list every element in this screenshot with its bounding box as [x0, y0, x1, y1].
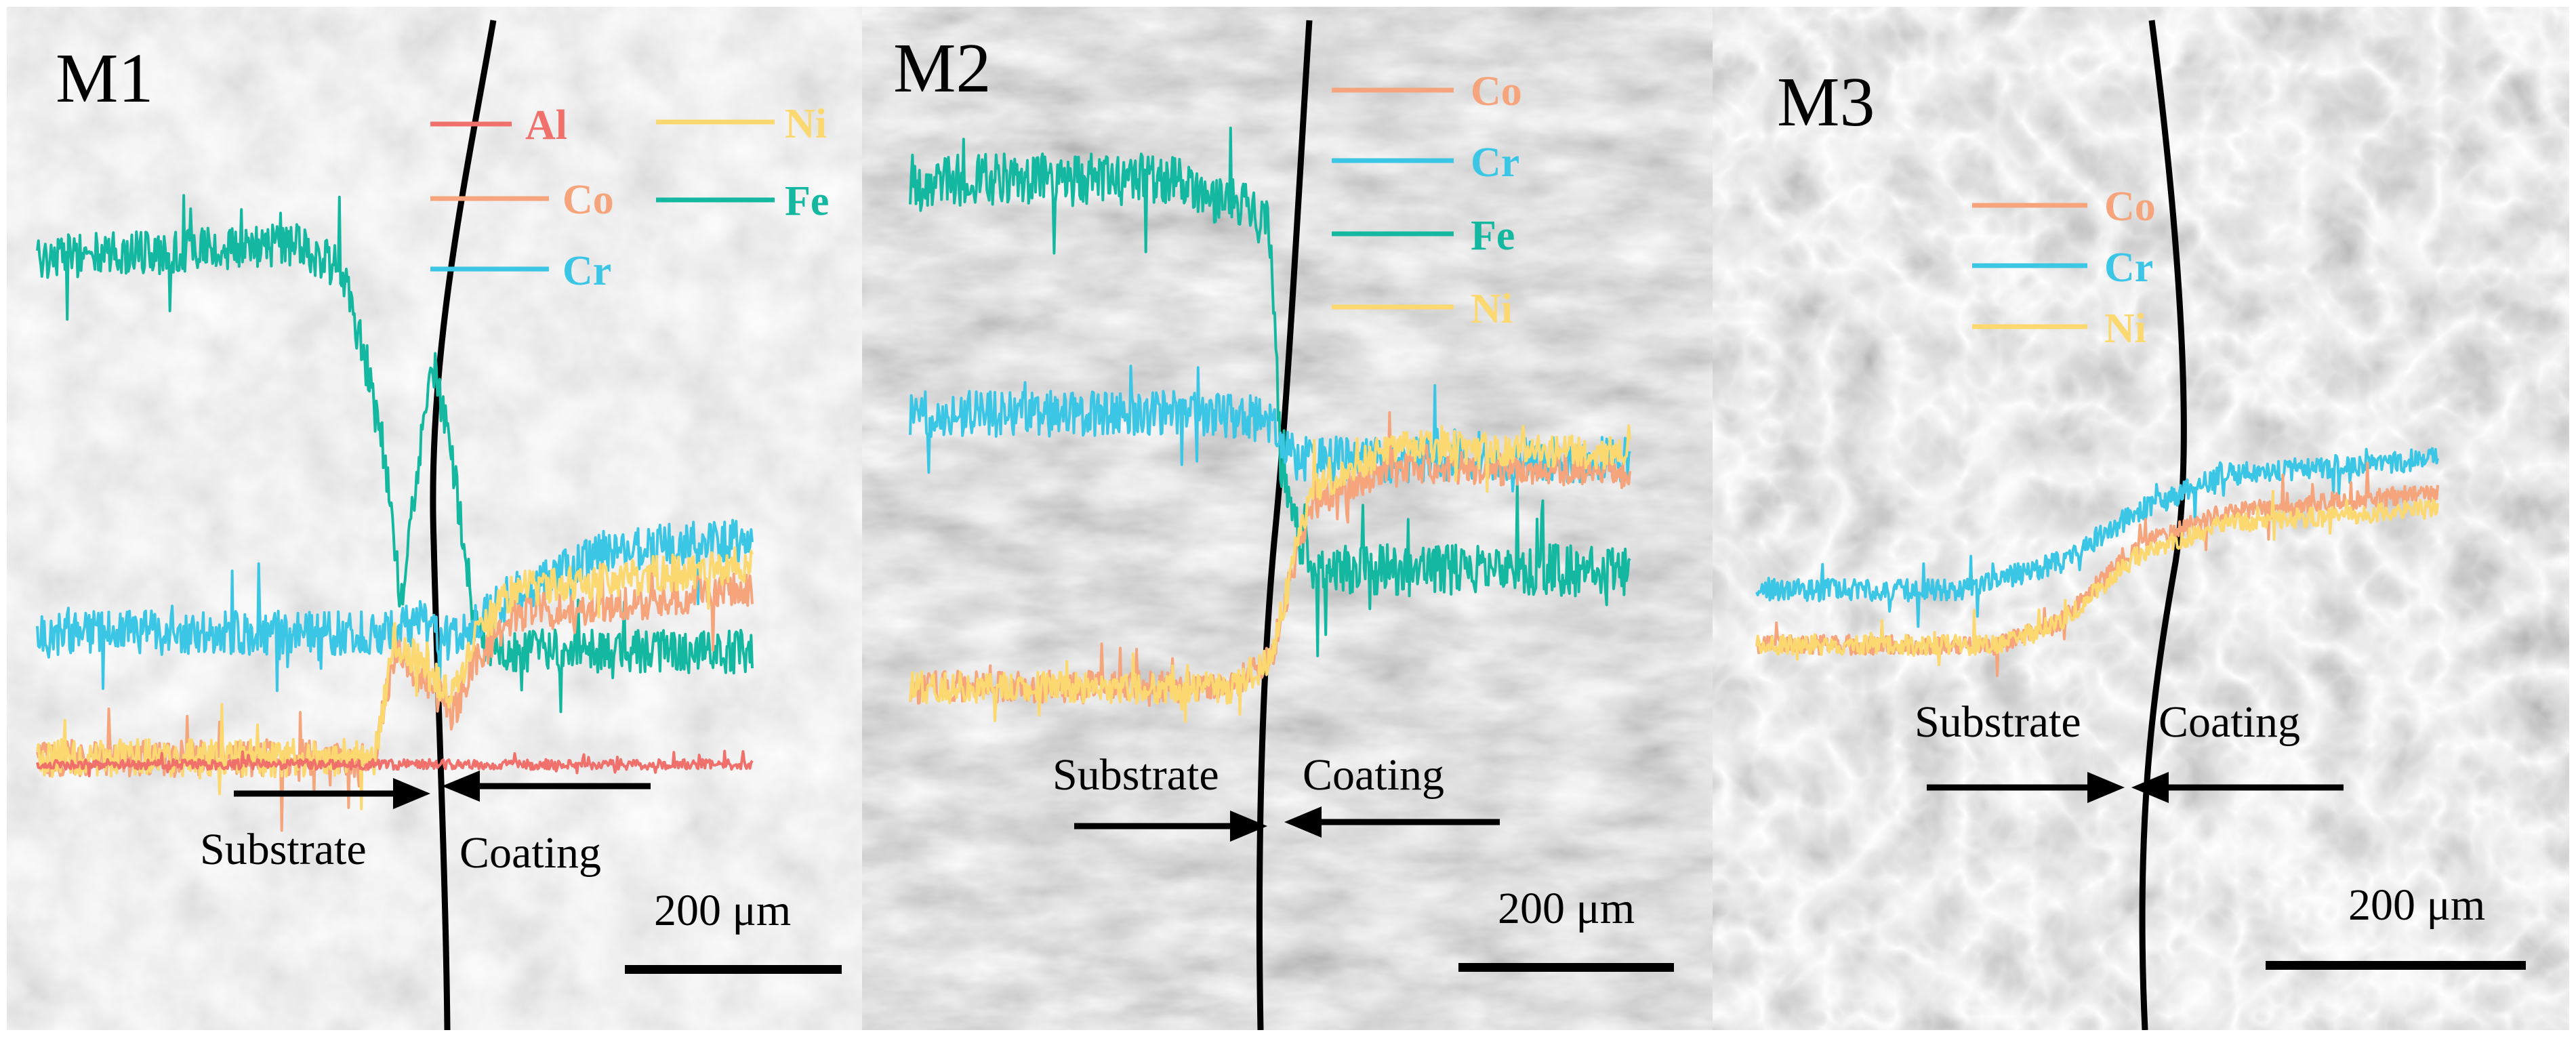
legend-label-cr: Cr: [563, 248, 611, 294]
substrate-label-m3: Substrate: [1915, 697, 2081, 747]
coating-label-m3: Coating: [2159, 697, 2300, 747]
substrate-coating-arrows-m1: [234, 771, 651, 809]
legend-m3: Co Cr Ni: [1972, 184, 2156, 352]
legend-label-co: Co: [563, 177, 614, 223]
scale-bar-m3: [2266, 961, 2526, 970]
scale-bar-m2: [1458, 963, 1674, 972]
scale-bar-label-m2: 200 μm: [1498, 884, 1635, 933]
line-series-cr-m3: [1755, 447, 2439, 628]
legend-label-co: Co: [2104, 184, 2156, 230]
legend-label-co: Co: [1471, 68, 1522, 115]
line-series-al-m1: [36, 750, 754, 777]
legend-label-fe: Fe: [1471, 213, 1515, 259]
substrate-label-m1: Substrate: [200, 825, 367, 874]
scale-bar-m1: [625, 965, 842, 974]
substrate-coating-arrows-m2: [1074, 806, 1500, 842]
interface-line-m1: [430, 20, 497, 1030]
line-series-ni-m2: [909, 424, 1631, 723]
panel-m1: Al Ni Co Fe Cr M1 Substrate Coating 200 …: [7, 7, 862, 1030]
legend-label-cr: Cr: [2104, 245, 2153, 291]
coating-label-m1: Coating: [459, 828, 601, 878]
panel-m2: Co Cr Fe Ni M2 Substrate Coating 200 μm: [862, 7, 1713, 1030]
legend-label-ni: Ni: [1471, 286, 1513, 332]
legend-m2: Co Cr Fe Ni: [1332, 68, 1522, 332]
line-series-fe-m1: [36, 194, 754, 714]
interface-line-m3: [2139, 20, 2187, 1030]
legend-label-ni: Ni: [785, 101, 827, 147]
legend-label-al: Al: [525, 102, 567, 148]
line-series-fe-m2: [909, 126, 1631, 657]
substrate-label-m2: Substrate: [1052, 750, 1219, 800]
legend-label-fe: Fe: [785, 178, 829, 224]
line-series-ni-m3: [1755, 489, 2439, 667]
legend-m1: Al Ni Co Fe Cr: [430, 101, 829, 294]
substrate-coating-arrows-m3: [1927, 772, 2344, 803]
line-series-ni-m1: [36, 546, 754, 811]
coating-label-m2: Coating: [1303, 750, 1444, 800]
interface-line-m2: [1256, 20, 1313, 1030]
scale-bar-label-m1: 200 μm: [654, 886, 791, 935]
panel-title-m3: M3: [1777, 63, 1875, 141]
legend-label-cr: Cr: [1471, 140, 1519, 186]
panel-title-m2: M2: [893, 29, 991, 107]
micrograph-m2: [862, 7, 1713, 1030]
scale-bar-label-m3: 200 μm: [2348, 880, 2485, 930]
legend-label-ni: Ni: [2104, 306, 2146, 352]
panel-title-m1: M1: [56, 39, 153, 117]
panel-m3: Co Cr Ni M3 Substrate Coating 200 μm: [1713, 7, 2569, 1030]
